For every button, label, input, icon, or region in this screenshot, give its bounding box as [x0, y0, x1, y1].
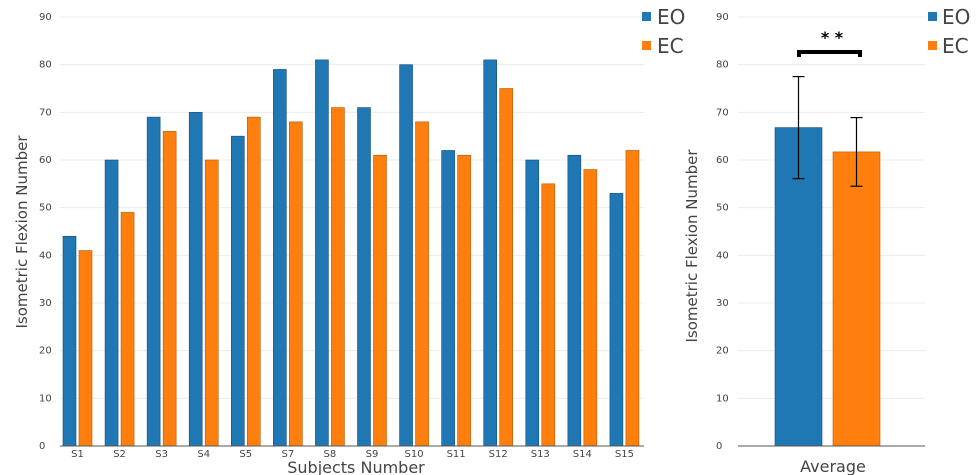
x-tick-label: S5	[239, 449, 252, 460]
right-y-tick-label: 90	[716, 12, 729, 23]
x-tick-label: S10	[405, 449, 424, 460]
right-x-axis-label: Average	[800, 457, 866, 475]
bar-eo-s11	[441, 150, 455, 447]
bar-eo-s8	[315, 59, 329, 447]
x-tick-label: S13	[531, 449, 550, 460]
right-y-tick-label: 40	[716, 250, 729, 261]
bar-eo-s13	[525, 159, 540, 447]
right-y-tick-label: 20	[716, 346, 729, 357]
left-legend-ec-label: EC	[657, 34, 684, 58]
bar-ec-s10	[415, 121, 429, 447]
right-y-tick-label: 60	[716, 155, 729, 166]
left-x-ticks: S1 S2 S3 S4 S5 S7 S8 S9 S10 S11 S12 S13 S14 S15	[71, 449, 634, 460]
x-tick-label: S14	[573, 449, 592, 460]
bar-average-ec	[832, 151, 881, 447]
bar-ec-s12	[499, 88, 514, 447]
bar-eo-s4	[188, 112, 203, 447]
chart-average: 0 10 20 30 40 50 60 70 80 90 Isometric Flexion Nu…	[683, 5, 970, 475]
significance-marker: * *	[797, 28, 862, 57]
significance-bracket	[797, 50, 862, 57]
bar-eo-s14	[567, 154, 582, 447]
left-y-tick-label: 80	[39, 60, 52, 71]
right-legend-eo-swatch	[928, 12, 937, 21]
right-legend-ec-swatch	[928, 41, 937, 50]
left-y-axis-label: Isometric Flexion Number	[13, 135, 31, 329]
bar-ec-s7	[289, 121, 303, 447]
bar-ec-s5	[246, 116, 261, 447]
left-legend-ec-swatch	[642, 41, 651, 50]
right-y-tick-label: 50	[716, 203, 729, 214]
bar-eo-s5	[230, 135, 245, 447]
right-y-tick-label: 0	[716, 441, 722, 452]
bar-average-eo	[774, 127, 823, 447]
bar-eo-s10	[399, 64, 413, 447]
bar-eo-s2	[104, 159, 119, 447]
bar-eo-s15	[609, 193, 624, 447]
left-y-ticks: 0 10 20 30 40 50 60 70 80 90	[39, 12, 52, 452]
right-y-tick-label: 30	[716, 298, 729, 309]
x-tick-label: S12	[489, 449, 508, 460]
bar-eo-s1	[62, 235, 77, 447]
bar-ec-s8	[331, 107, 345, 447]
left-y-tick-label: 90	[39, 12, 52, 23]
left-y-tick-label: 30	[39, 298, 52, 309]
bar-ec-s3	[162, 131, 177, 447]
left-y-tick-label: 60	[39, 155, 52, 166]
bar-ec-s14	[583, 169, 598, 447]
bar-eo-s3	[146, 116, 161, 447]
significance-stars: * *	[821, 28, 844, 47]
right-y-tick-label: 10	[716, 393, 729, 404]
right-y-tick-label: 70	[716, 107, 729, 118]
bar-eo-s12	[483, 59, 498, 447]
right-y-axis-label: Isometric Flexion Number	[683, 149, 701, 343]
left-y-tick-label: 20	[39, 346, 52, 357]
x-tick-label: S9	[366, 449, 379, 460]
x-tick-label: S11	[447, 449, 466, 460]
left-y-tick-label: 70	[39, 107, 52, 118]
left-y-tick-label: 50	[39, 203, 52, 214]
x-tick-label: S15	[615, 449, 634, 460]
bar-ec-s2	[120, 212, 135, 447]
bar-ec-s13	[541, 183, 556, 447]
right-legend: EO EC	[928, 5, 970, 58]
x-tick-label: S7	[281, 449, 294, 460]
x-tick-label: S2	[113, 449, 126, 460]
left-y-tick-label: 40	[39, 250, 52, 261]
x-tick-label: S1	[71, 449, 84, 460]
right-y-ticks: 0 10 20 30 40 50 60 70 80 90	[716, 12, 729, 452]
right-legend-ec-label: EC	[942, 34, 969, 58]
bar-ec-s11	[457, 154, 471, 447]
bar-ec-s4	[204, 159, 219, 447]
left-legend-eo-label: EO	[657, 5, 685, 29]
left-x-axis-label: Subjects Number	[287, 458, 425, 475]
bar-eo-s9	[357, 107, 371, 447]
left-legend-eo-swatch	[642, 12, 651, 21]
x-tick-label: S3	[155, 449, 168, 460]
left-y-tick-label: 0	[39, 441, 45, 452]
x-tick-label: S4	[197, 449, 210, 460]
right-y-tick-label: 80	[716, 60, 729, 71]
right-bars	[774, 75, 881, 447]
right-gridlines	[738, 16, 925, 399]
left-y-tick-label: 10	[39, 393, 52, 404]
left-legend: EO EC	[642, 5, 685, 58]
right-legend-eo-label: EO	[942, 5, 970, 29]
bar-ec-s9	[373, 154, 387, 447]
bar-ec-s15	[625, 150, 640, 447]
x-tick-label: S8	[324, 449, 337, 460]
left-bars	[62, 59, 640, 447]
bar-eo-s7	[273, 69, 287, 447]
bar-ec-s1	[78, 250, 93, 447]
